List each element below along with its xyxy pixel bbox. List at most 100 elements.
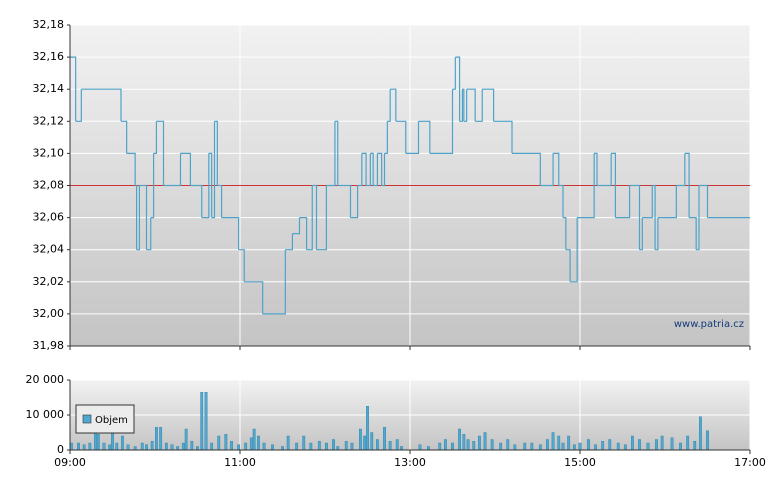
volume-bar [230, 441, 233, 451]
price-step [615, 185, 631, 219]
price-step [689, 217, 697, 250]
volume-bar [400, 446, 403, 451]
price-step [639, 217, 643, 251]
y-tick-label: 32,18 [33, 18, 65, 31]
volume-bar [506, 439, 510, 451]
volume-bar [96, 434, 100, 451]
volume-bar [88, 442, 92, 451]
volume-bar [237, 444, 240, 451]
volume-bar [616, 442, 620, 451]
volume-bar [70, 442, 73, 451]
volume-bar [359, 428, 362, 451]
price-step [696, 185, 700, 251]
price-step [570, 217, 578, 283]
volume-bar [561, 442, 565, 451]
price-step [139, 184, 148, 250]
legend-swatch [82, 414, 92, 424]
volume-bar [332, 439, 335, 451]
price-step [357, 153, 363, 187]
price-step [136, 185, 141, 251]
volume-bar [686, 435, 690, 451]
volume-bar [155, 427, 158, 451]
volume-bar [133, 446, 137, 451]
price-step [312, 184, 318, 250]
y-tick-label: 32,04 [33, 243, 65, 256]
price-step [190, 184, 203, 218]
volume-bar [140, 442, 144, 451]
volume-bar [325, 442, 328, 451]
price-step [306, 185, 313, 251]
price-step [361, 152, 367, 186]
price-step [292, 217, 301, 235]
price-step [316, 185, 328, 251]
volume-bar [302, 435, 306, 451]
volume-bar [281, 446, 284, 451]
price-step [655, 217, 659, 251]
volume-bar [150, 441, 154, 451]
price-step [418, 120, 431, 154]
price-step [577, 153, 595, 219]
volume-bar [513, 444, 517, 451]
volume-bar [706, 430, 709, 451]
volume-bar [444, 439, 447, 451]
volume-bar [200, 392, 204, 451]
y-tick-label: 32,08 [33, 179, 65, 192]
volume-bar [578, 442, 582, 451]
price-step [146, 217, 152, 251]
y-tick-label: 20 000 [26, 373, 65, 386]
price-step [156, 120, 165, 186]
volume-bar [77, 442, 80, 451]
volume-bar [699, 416, 702, 451]
volume-bar [557, 435, 561, 451]
price-step [163, 153, 182, 187]
volume-bar [210, 442, 214, 451]
volume-bar [204, 392, 208, 451]
y-tick-label: 32,12 [33, 114, 65, 127]
volume-bar [376, 439, 379, 451]
price-step [676, 153, 686, 187]
price-step [512, 152, 541, 186]
price-step [563, 217, 567, 250]
volume-bar [499, 442, 503, 451]
volume-bar [121, 435, 124, 451]
volume-bar [184, 428, 188, 451]
x-tick-label: 09:00 [54, 456, 86, 469]
volume-bar [271, 444, 274, 451]
price-step [381, 153, 386, 187]
volume-bar [458, 428, 461, 451]
volume-bar [418, 444, 422, 451]
volume-bar [350, 442, 354, 451]
volume-bar [646, 442, 650, 451]
price-step [126, 152, 136, 186]
y-tick-label: 32,14 [33, 82, 65, 95]
volume-bar [295, 442, 299, 451]
volume-bar [679, 442, 682, 451]
volume-bar [530, 442, 534, 451]
price-step [565, 249, 571, 282]
price-step [221, 217, 240, 250]
volume-bar [608, 439, 612, 451]
volume-bar [164, 442, 168, 451]
y-tick-label: 32,16 [33, 50, 65, 63]
price-step [482, 88, 495, 122]
volume-bar [336, 446, 340, 451]
price-step [334, 120, 339, 186]
volume-bar [366, 406, 369, 451]
volume-bar [388, 441, 392, 451]
price-step [121, 120, 128, 154]
volume-bar [108, 444, 112, 451]
price-step [262, 249, 286, 315]
volume-bar [655, 439, 658, 451]
volume-bar [466, 439, 470, 451]
volume-bar [670, 437, 674, 451]
x-tick-label: 11:00 [224, 456, 256, 469]
volume-bar [451, 442, 454, 451]
price-step [553, 152, 560, 186]
price-step [214, 120, 218, 186]
y-tick-label: 10 000 [26, 408, 65, 421]
volume-bar [395, 439, 399, 451]
volume-bar [478, 435, 481, 451]
price-step [540, 153, 554, 187]
volume-bar [190, 441, 194, 451]
volume-bar [660, 435, 664, 451]
